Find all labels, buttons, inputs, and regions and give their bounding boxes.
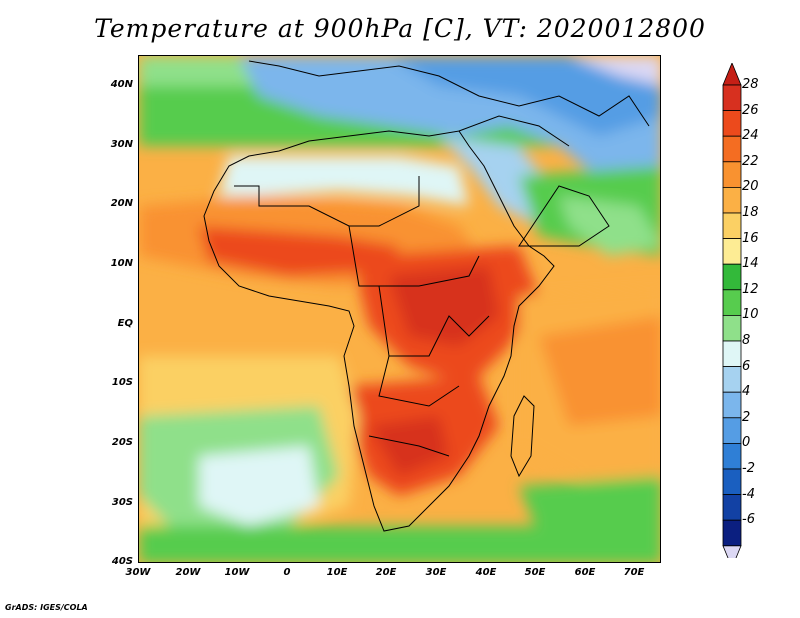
colorbar-block (722, 110, 742, 137)
colorbar-label: 20 (742, 179, 759, 195)
colorbar-block (722, 442, 742, 470)
colorbar-block (722, 519, 742, 547)
lon-tick-label: 0 (283, 567, 291, 578)
lat-tick-label: 30S (111, 497, 133, 508)
colorbar-label: 18 (742, 205, 759, 220)
colorbar-block (722, 289, 742, 316)
colorbar-label: 26 (742, 102, 759, 118)
colorbar-block (722, 84, 742, 112)
colorbar (722, 63, 742, 558)
colorbar-label: 12 (742, 281, 759, 297)
lon-tick-label: 10W (224, 567, 250, 578)
lat-tick-label: 10S (111, 377, 133, 388)
colorbar-label: 24 (742, 128, 759, 144)
colorbar-over-triangle (722, 63, 742, 86)
lat-tick-label: 40N (110, 79, 133, 90)
colorbar-label: 8 (742, 333, 751, 348)
map-svg (139, 56, 660, 562)
colorbar-under-triangle (722, 545, 742, 558)
colorbar-label: 16 (742, 230, 759, 246)
lat-tick-label: 20S (111, 437, 133, 448)
colorbar-label: 10 (742, 307, 759, 323)
lat-tick-label: EQ (117, 318, 133, 329)
lat-tick-label: 40S (111, 556, 133, 567)
colorbar-block (722, 161, 742, 188)
colorbar-block (722, 366, 742, 393)
lon-tick-label: 30E (425, 567, 447, 578)
lat-tick-label: 30N (110, 139, 133, 150)
lat-tick-label: 20N (110, 198, 133, 209)
map-title: Temperature at 900hPa [C], VT: 202001280… (94, 14, 706, 43)
colorbar-label: 4 (742, 384, 751, 400)
colorbar-block (722, 238, 742, 265)
colorbar-label: 6 (742, 358, 751, 374)
colorbar-label: 2 (742, 409, 751, 425)
colorbar-block (722, 263, 742, 291)
temperature-field (139, 56, 660, 562)
lon-tick-label: 30W (125, 567, 151, 578)
colorbar-label: 28 (742, 77, 759, 92)
colorbar-block (722, 494, 742, 521)
coastlines (203, 60, 650, 532)
colorbar-label: -2 (742, 461, 755, 476)
colorbar-block (722, 212, 742, 240)
lon-tick-label: 20W (175, 567, 201, 578)
colorbar-label: 0 (742, 435, 751, 451)
lat-tick-label: 10N (110, 258, 133, 269)
colorbar-block (722, 314, 742, 342)
colorbar-block (722, 187, 742, 214)
lon-tick-label: 60E (574, 567, 596, 578)
colorbar-label: 14 (742, 256, 759, 272)
lon-tick-label: 50E (524, 567, 546, 578)
colorbar-block (722, 468, 742, 496)
credit-text: GrADS: IGES/COLA (5, 603, 88, 612)
lon-tick-label: 40E (475, 567, 497, 578)
lon-tick-label: 20E (375, 567, 397, 578)
colorbar-block (722, 391, 742, 419)
colorbar-block (722, 417, 742, 444)
colorbar-label: 22 (742, 153, 759, 169)
colorbar-block (722, 135, 742, 163)
colorbar-block (722, 340, 742, 368)
colorbar-label: -6 (742, 512, 755, 528)
temperature-map (138, 55, 661, 563)
lon-tick-label: 70E (623, 567, 645, 578)
lon-tick-label: 10E (326, 567, 348, 578)
colorbar-label: -4 (742, 486, 755, 502)
